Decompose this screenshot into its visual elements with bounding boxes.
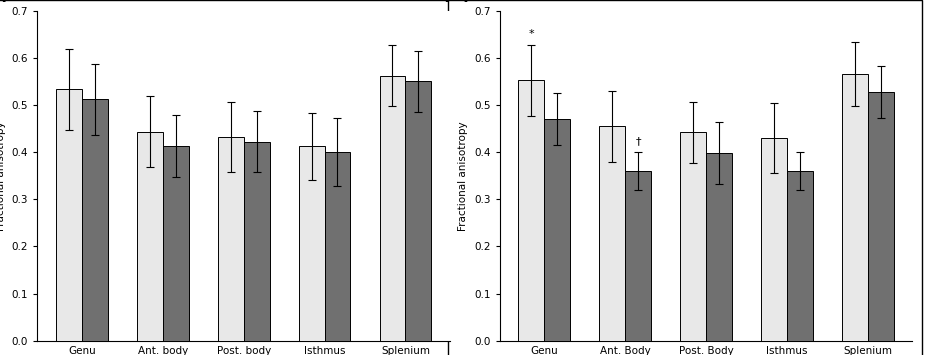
- Bar: [405, 81, 431, 341]
- Text: *: *: [529, 29, 534, 39]
- Bar: [761, 138, 787, 341]
- Bar: [137, 132, 163, 341]
- Text: (A): (A): [0, 0, 10, 4]
- Bar: [325, 152, 350, 341]
- Bar: [519, 81, 545, 341]
- Bar: [681, 132, 706, 341]
- Y-axis label: Fractional anisotropy: Fractional anisotropy: [458, 121, 468, 230]
- Bar: [82, 99, 108, 341]
- Bar: [218, 137, 244, 341]
- Bar: [625, 171, 651, 341]
- Bar: [244, 142, 269, 341]
- Bar: [545, 119, 570, 341]
- Bar: [868, 92, 894, 341]
- Bar: [163, 146, 189, 341]
- Bar: [56, 89, 82, 341]
- Bar: [706, 153, 732, 341]
- Text: †: †: [635, 136, 641, 147]
- Bar: [787, 171, 813, 341]
- Bar: [299, 147, 325, 341]
- Y-axis label: Fractional anisotropy: Fractional anisotropy: [0, 121, 7, 230]
- Bar: [842, 74, 868, 341]
- Bar: [380, 76, 405, 341]
- Text: (B): (B): [442, 0, 472, 4]
- Bar: [600, 126, 625, 341]
